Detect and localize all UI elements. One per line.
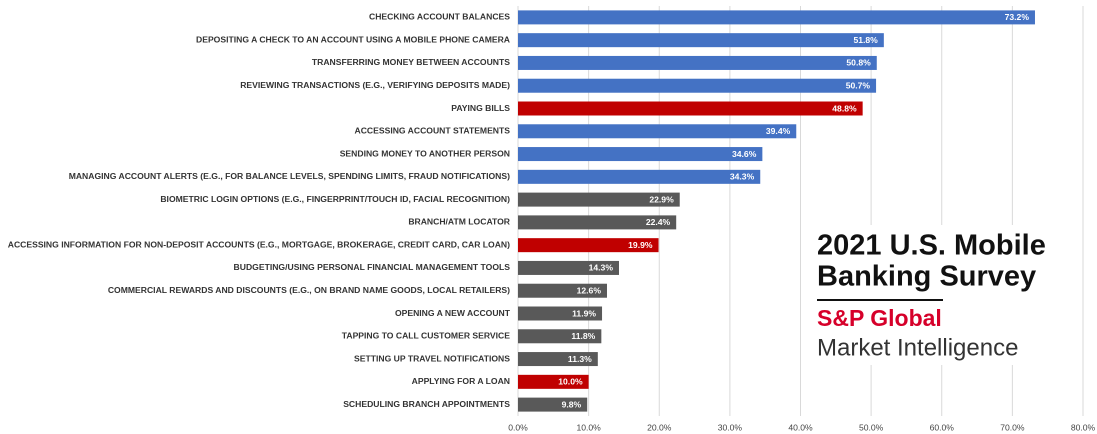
x-tick-label: 60.0% bbox=[930, 422, 955, 432]
x-tick-label: 30.0% bbox=[718, 422, 743, 432]
bar bbox=[518, 124, 797, 139]
bar bbox=[518, 283, 607, 298]
survey-title: Banking Survey bbox=[817, 261, 1036, 293]
value-label: 19.9% bbox=[628, 240, 653, 250]
brand-subtitle: Market Intelligence bbox=[817, 334, 1018, 361]
bar bbox=[518, 352, 598, 367]
value-label: 14.3% bbox=[589, 263, 614, 273]
bar bbox=[518, 260, 619, 275]
category-label: APPLYING FOR A LOAN bbox=[412, 376, 510, 386]
value-label: 11.3% bbox=[568, 354, 592, 364]
bar bbox=[518, 192, 680, 207]
bar bbox=[518, 78, 877, 93]
x-tick-label: 50.0% bbox=[859, 422, 884, 432]
value-label: 12.6% bbox=[577, 285, 602, 295]
value-label: 51.8% bbox=[853, 35, 878, 45]
value-label: 50.8% bbox=[846, 58, 871, 68]
x-tick-label: 10.0% bbox=[576, 422, 601, 432]
category-label: CHECKING ACCOUNT BALANCES bbox=[369, 12, 510, 22]
category-label: BUDGETING/USING PERSONAL FINANCIAL MANAG… bbox=[234, 262, 511, 272]
category-label: SENDING MONEY TO ANOTHER PERSON bbox=[340, 148, 510, 158]
category-label: COMMERCIAL REWARDS AND DISCOUNTS (E.G., … bbox=[108, 285, 510, 295]
category-label: BRANCH/ATM LOCATOR bbox=[408, 217, 510, 227]
value-label: 39.4% bbox=[766, 126, 791, 136]
value-label: 34.6% bbox=[732, 149, 757, 159]
category-label: MANAGING ACCOUNT ALERTS (E.G., FOR BALAN… bbox=[69, 171, 510, 181]
bar bbox=[518, 55, 877, 70]
value-label: 50.7% bbox=[846, 80, 871, 90]
value-label: 11.8% bbox=[571, 331, 595, 341]
bar bbox=[518, 101, 863, 116]
category-label: TAPPING TO CALL CUSTOMER SERVICE bbox=[342, 331, 511, 341]
bar bbox=[518, 397, 588, 412]
survey-title: 2021 U.S. Mobile bbox=[817, 230, 1046, 262]
category-label: SCHEDULING BRANCH APPOINTMENTS bbox=[343, 399, 510, 409]
category-label: OPENING A NEW ACCOUNT bbox=[395, 308, 511, 318]
bar bbox=[518, 147, 763, 162]
bar bbox=[518, 306, 603, 321]
bar bbox=[518, 33, 884, 48]
value-label: 22.4% bbox=[646, 217, 671, 227]
x-tick-label: 40.0% bbox=[788, 422, 813, 432]
category-label: ACCESSING INFORMATION FOR NON-DEPOSIT AC… bbox=[8, 239, 510, 249]
bar bbox=[518, 10, 1035, 25]
category-label: PAYING BILLS bbox=[451, 103, 510, 113]
category-label: SETTING UP TRAVEL NOTIFICATIONS bbox=[354, 353, 510, 363]
value-label: 10.0% bbox=[558, 377, 583, 387]
brand: S&P Global bbox=[817, 305, 942, 331]
bar bbox=[518, 169, 761, 184]
bar bbox=[518, 329, 602, 344]
category-label: DEPOSITING A CHECK TO AN ACCOUNT USING A… bbox=[196, 34, 510, 44]
value-label: 48.8% bbox=[832, 103, 857, 113]
category-label: TRANSFERRING MONEY BETWEEN ACCOUNTS bbox=[312, 57, 510, 67]
category-label: REVIEWING TRANSACTIONS (E.G., VERIFYING … bbox=[240, 80, 510, 90]
logo-background bbox=[808, 225, 1058, 365]
bar bbox=[518, 238, 659, 253]
bars: CHECKING ACCOUNT BALANCES 73.2% DEPOSITING… bbox=[8, 10, 1035, 412]
bar bbox=[518, 374, 589, 389]
value-label: 34.3% bbox=[730, 172, 755, 182]
bar bbox=[518, 215, 677, 230]
value-label: 11.9% bbox=[572, 308, 596, 318]
value-label: 9.8% bbox=[562, 399, 582, 409]
x-tick-label: 70.0% bbox=[1000, 422, 1025, 432]
category-label: ACCESSING ACCOUNT STATEMENTS bbox=[355, 126, 511, 136]
x-tick-label: 0.0% bbox=[508, 422, 528, 432]
value-label: 22.9% bbox=[649, 194, 674, 204]
category-label: BIOMETRIC LOGIN OPTIONS (E.G., FINGERPRI… bbox=[160, 194, 510, 204]
x-tick-label: 80.0% bbox=[1071, 422, 1096, 432]
x-tick-label: 20.0% bbox=[647, 422, 672, 432]
value-label: 73.2% bbox=[1005, 12, 1030, 22]
